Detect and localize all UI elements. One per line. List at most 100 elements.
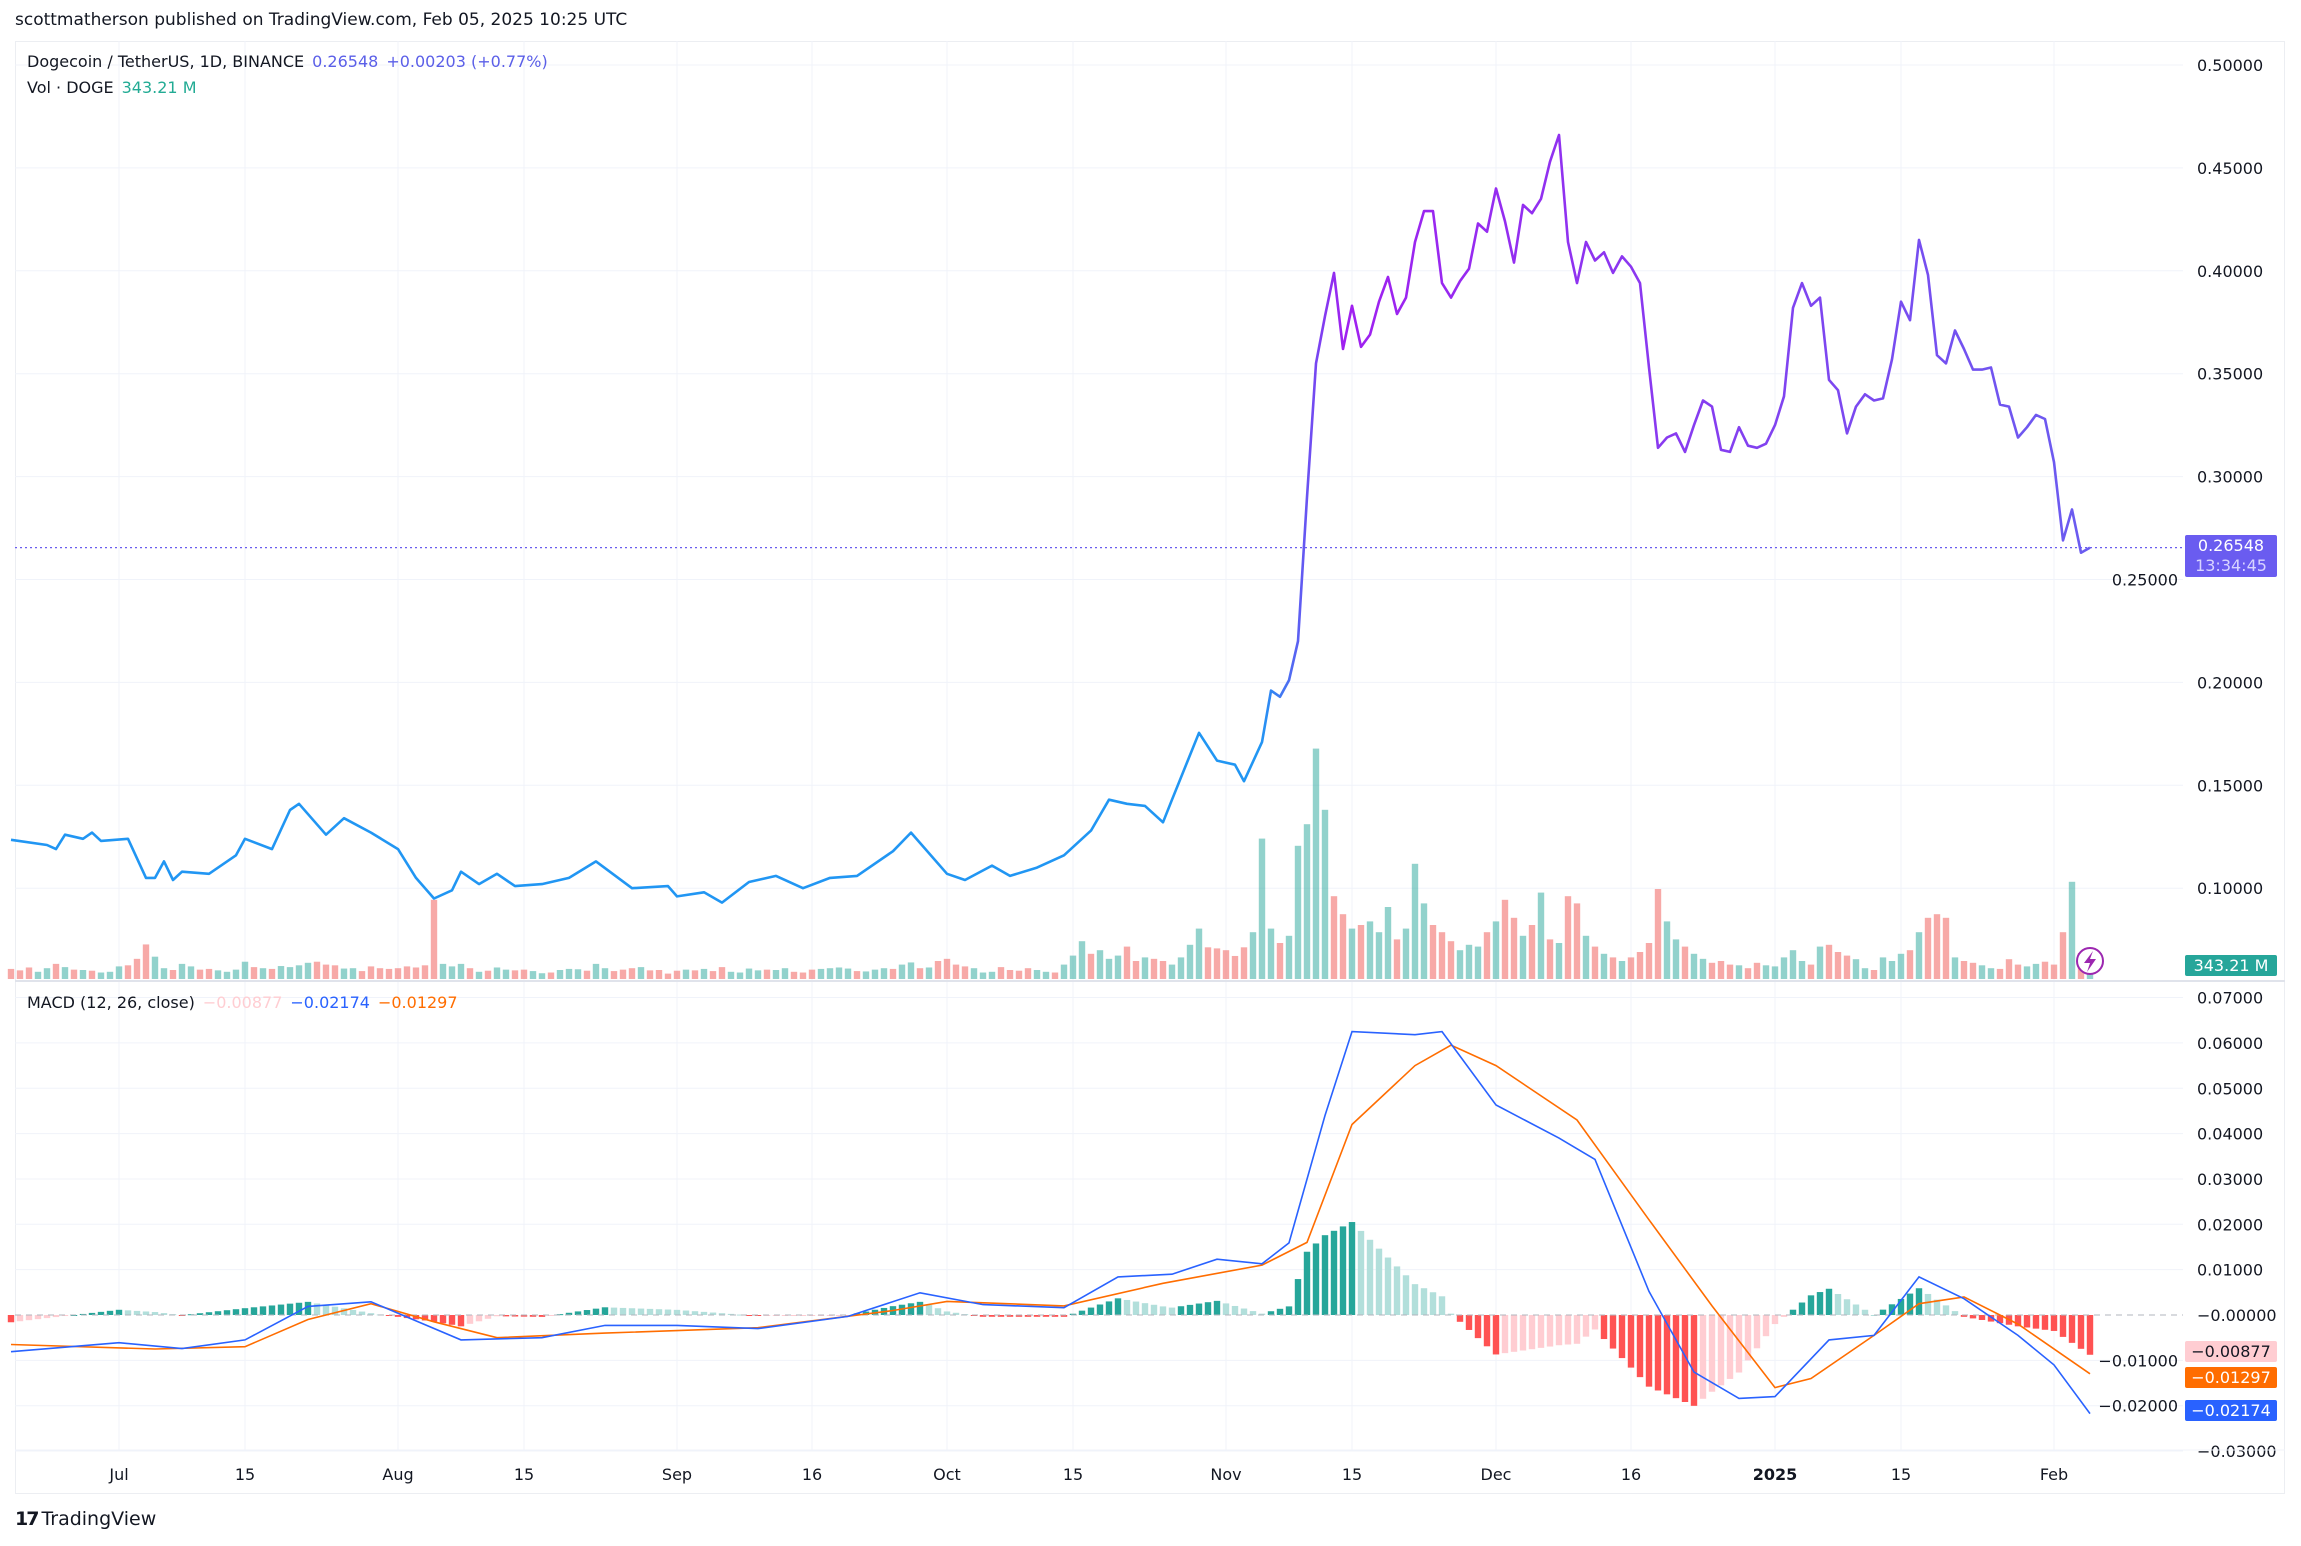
histogram-bar (799, 1315, 807, 1316)
histogram-bar (1555, 1315, 1563, 1346)
legend-price: 0.26548 (312, 52, 379, 71)
volume-bar (1042, 971, 1050, 979)
volume-bar (457, 963, 465, 979)
histogram-bar (142, 1311, 150, 1315)
volume-bar (646, 970, 654, 979)
histogram-bar (1474, 1315, 1482, 1339)
histogram-bar (1582, 1315, 1590, 1337)
histogram-bar (1960, 1315, 1968, 1317)
volume-bar (808, 969, 816, 979)
volume-bar (1636, 952, 1644, 979)
histogram-bar (1627, 1315, 1635, 1368)
volume-bar (1105, 958, 1113, 979)
histogram-bar (952, 1312, 960, 1315)
volume-bar (52, 963, 60, 979)
volume-bar (61, 967, 69, 979)
histogram-bar (295, 1302, 303, 1315)
volume-bar (547, 972, 555, 979)
histogram-bar (691, 1311, 699, 1315)
histogram-bar (1438, 1296, 1446, 1315)
histogram-bar (2032, 1315, 2040, 1329)
histogram-bar (304, 1301, 312, 1315)
volume-bar (1429, 925, 1437, 979)
histogram-bar (1807, 1295, 1815, 1315)
volume-bar (1033, 970, 1041, 979)
histogram-bar (1852, 1304, 1860, 1315)
volume-title[interactable]: Vol · DOGE (27, 78, 114, 97)
volume-bar (484, 970, 492, 979)
macd-line (10, 1030, 2091, 1415)
volume-bar (88, 970, 96, 979)
volume-bar (979, 972, 987, 979)
histogram-bar (466, 1315, 474, 1324)
volume-bar (1447, 941, 1455, 979)
volume-bar (844, 968, 852, 979)
volume-bar (1096, 950, 1104, 979)
volume-bar (538, 973, 546, 979)
volume-bar (1807, 964, 1815, 979)
histogram-bar (1780, 1315, 1788, 1317)
volume-bar (637, 967, 645, 979)
histogram-bar (1996, 1315, 2004, 1324)
volume-bar (1339, 914, 1347, 979)
time-tick-label: 15 (1342, 1465, 1362, 1484)
volume-bar (1906, 950, 1914, 979)
tradingview-logo[interactable]: 17 TradingView (15, 1508, 156, 1530)
histogram-bar (1744, 1315, 1752, 1361)
volume-bar (1816, 946, 1824, 979)
macd-tick-label: 0.04000 (2197, 1125, 2263, 1144)
price-tick-label: 0.30000 (2197, 468, 2263, 487)
volume-bar (1843, 955, 1851, 979)
volume-bar (1942, 917, 1950, 979)
volume-bar (1267, 928, 1275, 979)
histogram-bar (664, 1309, 672, 1315)
volume-bar (682, 969, 690, 979)
volume-bar (1555, 943, 1563, 979)
volume-bar (1861, 968, 1869, 979)
volume-bar (1357, 925, 1365, 979)
symbol-title[interactable]: Dogecoin / TetherUS, 1D, BINANCE (27, 52, 305, 71)
histogram-bar (637, 1308, 645, 1315)
histogram-bar (1906, 1293, 1914, 1315)
volume-bar (1987, 968, 1995, 979)
axis-ticks: 0.50000 0.45000 0.40000 0.35000 0.30000 0.250… (108, 56, 2276, 1484)
volume-bar (1240, 947, 1248, 979)
volume-bar (106, 971, 114, 979)
histogram-bar (718, 1313, 726, 1315)
volume-bar (1258, 838, 1266, 979)
histogram-bar (1033, 1315, 1041, 1317)
histogram-bar (1213, 1300, 1221, 1315)
volume-bar (2032, 963, 2040, 979)
lightning-icon[interactable] (2076, 947, 2104, 975)
histogram-bar (646, 1308, 654, 1315)
histogram-bar (943, 1311, 951, 1315)
price-legend: Dogecoin / TetherUS, 1D, BINANCE 0.26548 +… (27, 52, 556, 71)
macd-title[interactable]: MACD (12, 26, close) (27, 993, 195, 1012)
volume-bar (1285, 935, 1293, 979)
histogram-bar (1087, 1307, 1095, 1315)
histogram-bar (1609, 1315, 1617, 1349)
volume-bar (601, 968, 609, 979)
volume-bar (1294, 845, 1302, 979)
histogram-bar (358, 1311, 366, 1315)
histogram-bar (1861, 1309, 1869, 1315)
volume-bar (241, 961, 249, 979)
brand-name: TradingView (41, 1508, 157, 1530)
volume-bar (1402, 928, 1410, 979)
price-tick-label: 0.45000 (2197, 159, 2263, 178)
histogram-bar (1771, 1315, 1779, 1325)
histogram-bar (1924, 1293, 1932, 1315)
volume-bar (556, 970, 564, 979)
volume-bar (1933, 914, 1941, 979)
histogram-bar (484, 1315, 492, 1319)
volume-bar (619, 969, 627, 979)
histogram-bar (1735, 1315, 1743, 1373)
volume-bar (340, 968, 348, 979)
volume-bar (394, 968, 402, 979)
histogram-bar (1726, 1315, 1734, 1379)
histogram-bar (1663, 1315, 1671, 1395)
volume-bar (1483, 932, 1491, 979)
volume-bar (1645, 943, 1653, 979)
histogram-bar (1501, 1315, 1509, 1354)
